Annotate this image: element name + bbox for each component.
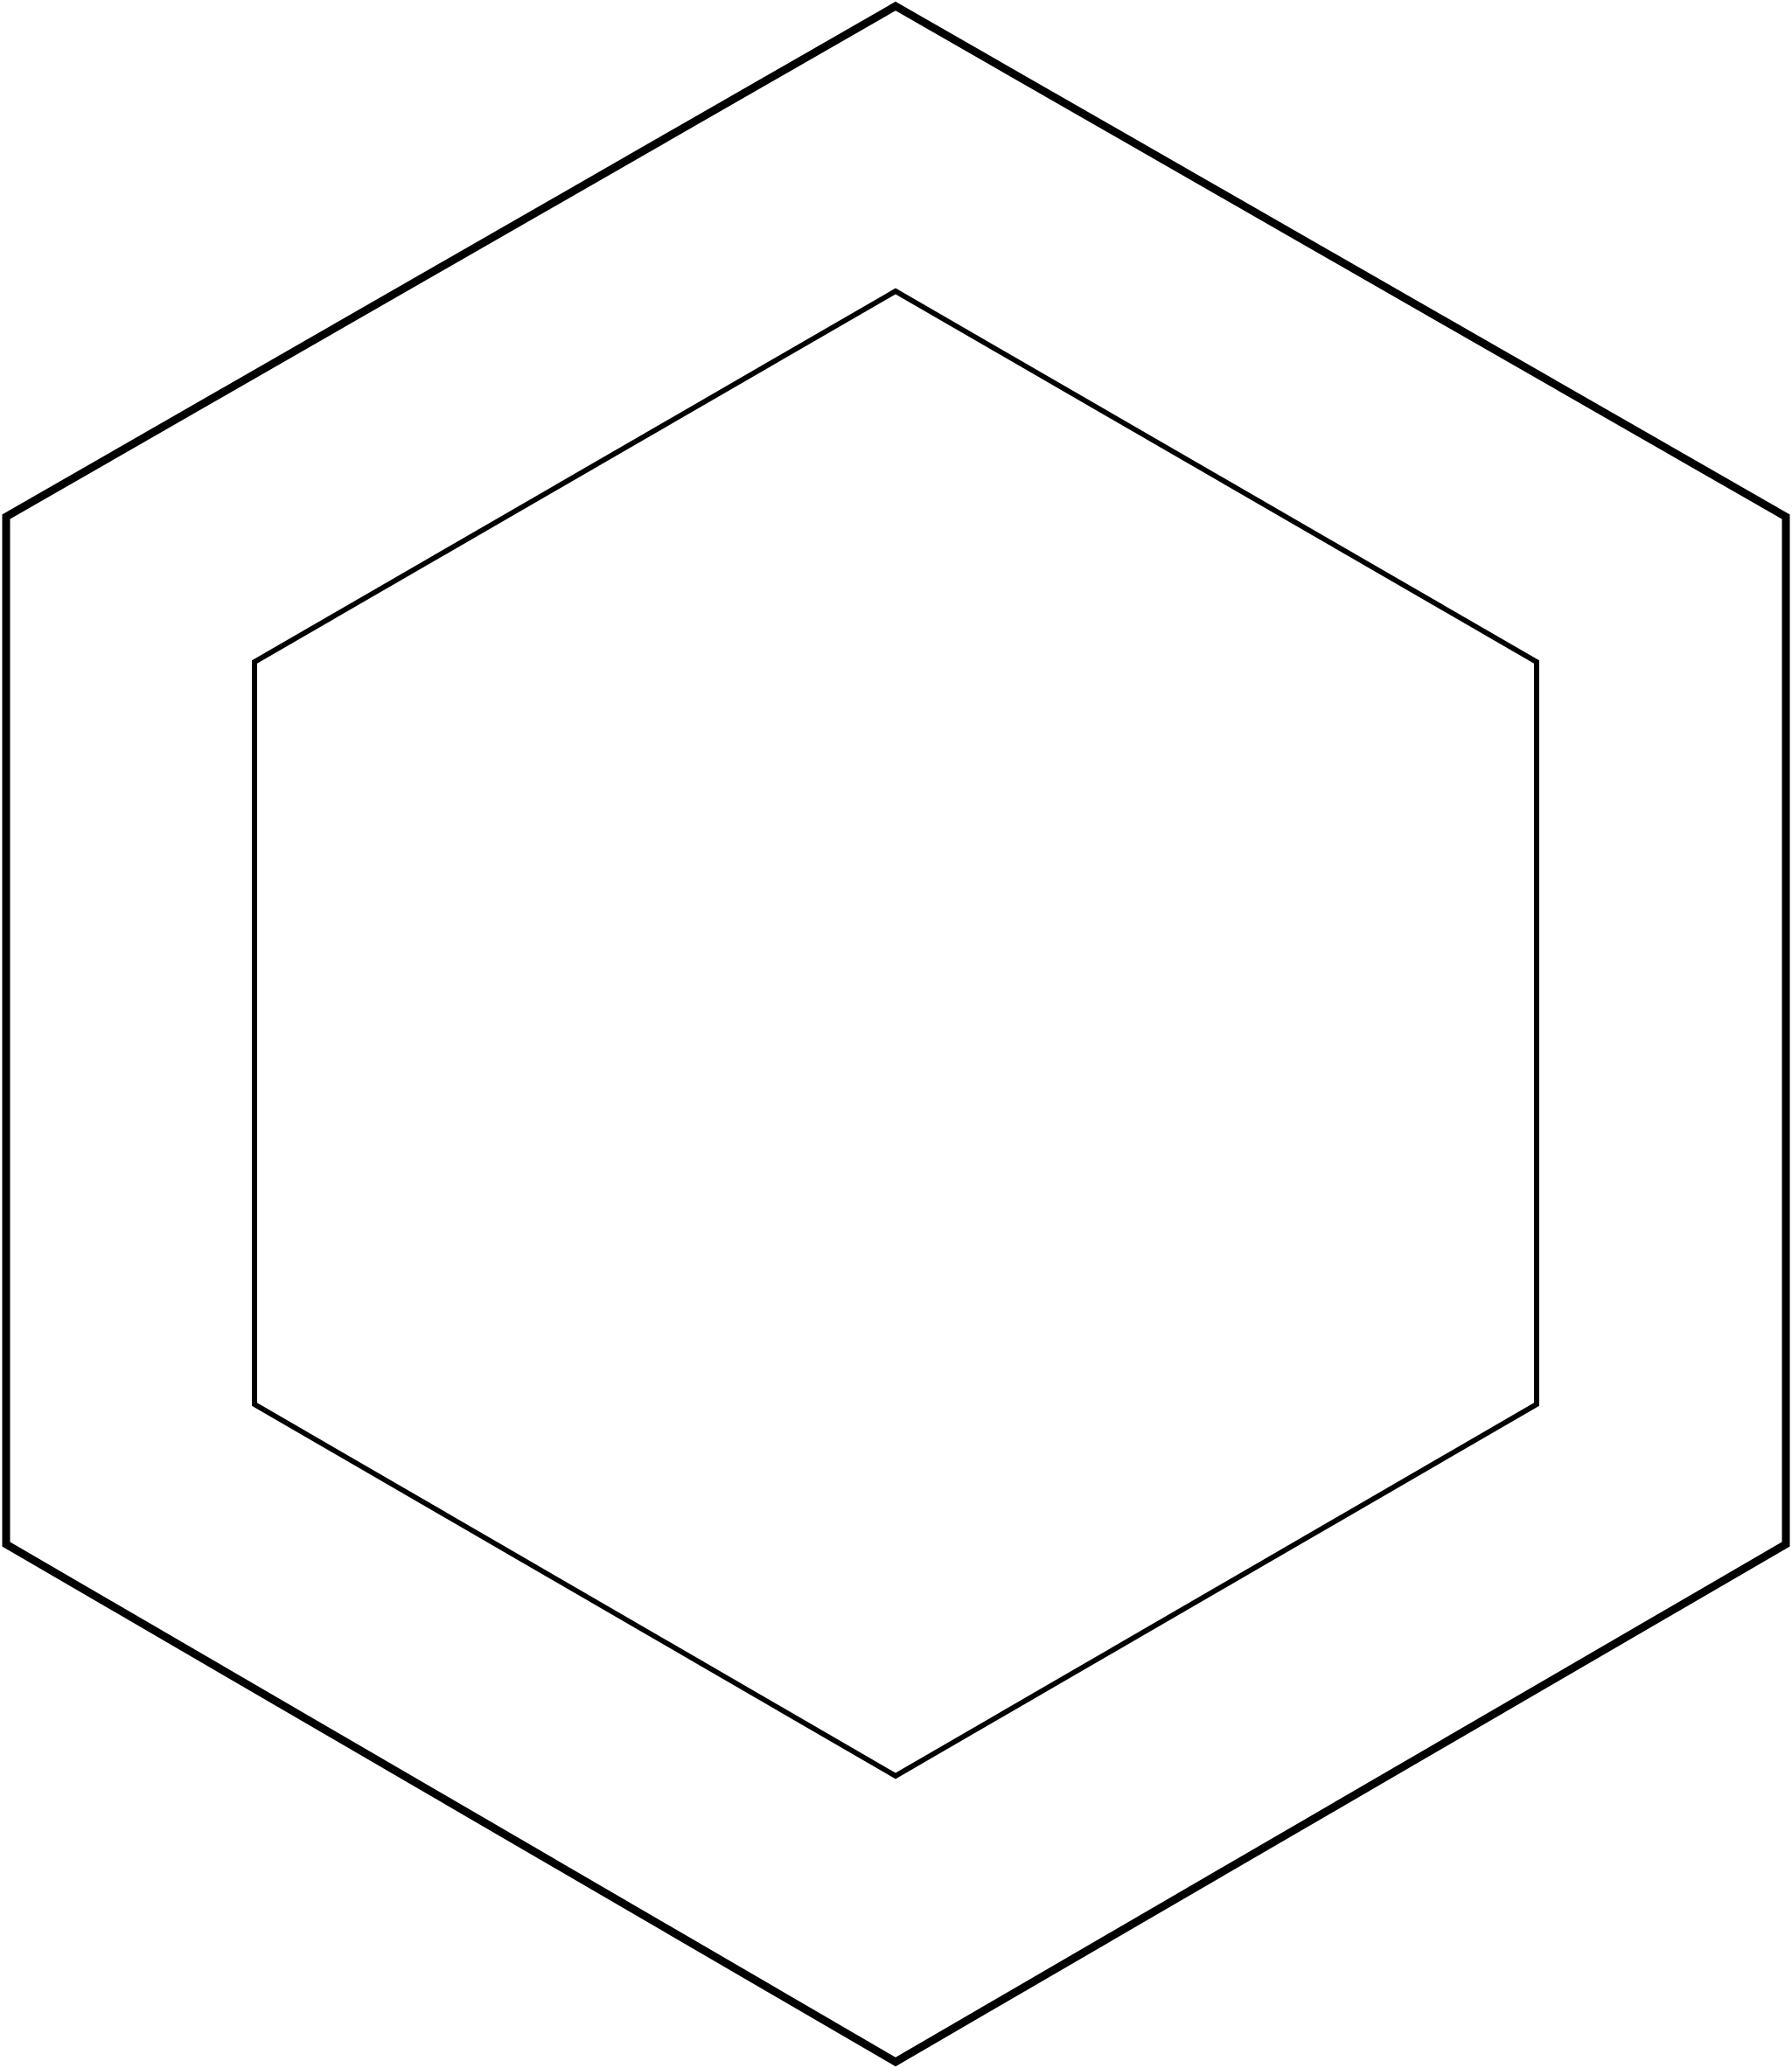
inner-hexagon [252, 288, 1539, 1779]
